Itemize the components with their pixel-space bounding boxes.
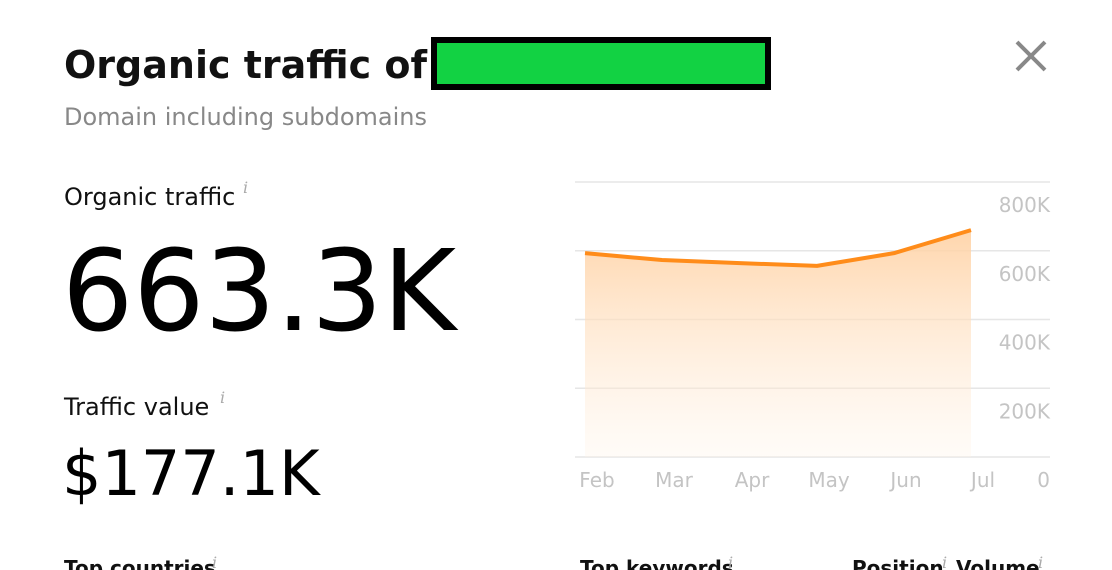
line bbox=[584, 228, 972, 268]
y-tick-label: 200K bbox=[999, 399, 1051, 423]
area bbox=[585, 230, 971, 457]
section-header: Top countries bbox=[64, 556, 216, 570]
section-header: Position bbox=[852, 556, 944, 570]
x-tick-label: Jul bbox=[969, 468, 995, 492]
info-icon: i bbox=[942, 553, 947, 570]
x-tick-label: Jun bbox=[888, 468, 921, 492]
section-header: Top keywords bbox=[580, 556, 734, 570]
y-tick-label: 400K bbox=[999, 331, 1051, 355]
metric-label: Traffic value bbox=[63, 393, 209, 421]
subtitle: Domain including subdomains bbox=[64, 103, 427, 131]
redaction bbox=[431, 37, 771, 90]
y-tick-label: 0 bbox=[1037, 468, 1050, 492]
y-tick-label: 600K bbox=[999, 262, 1051, 286]
metric-value: 663.3K bbox=[62, 227, 459, 357]
section-header: Volume bbox=[956, 556, 1040, 570]
title: Organic traffic of bbox=[64, 43, 428, 87]
x-tick-label: Feb bbox=[579, 468, 614, 492]
info-icon: i bbox=[243, 178, 248, 197]
x-tick-label: May bbox=[808, 468, 850, 492]
info-icon: i bbox=[1038, 553, 1043, 570]
info-icon: i bbox=[728, 553, 733, 570]
close-button[interactable] bbox=[1015, 40, 1047, 72]
metric-value: $177.1K bbox=[62, 437, 321, 510]
x-tick-label: Apr bbox=[735, 468, 770, 492]
y-tick-label: 800K bbox=[999, 193, 1051, 217]
x-tick-label: Mar bbox=[655, 468, 694, 492]
metric-label: Organic traffic bbox=[64, 183, 235, 211]
info-icon: i bbox=[212, 553, 217, 570]
info-icon: i bbox=[220, 388, 225, 407]
